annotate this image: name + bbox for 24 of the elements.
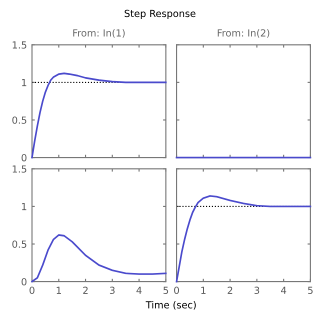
y-tick-label: 0 xyxy=(22,278,26,286)
y-tick-label: 1.5 xyxy=(12,41,26,49)
y-tick-label: 1 xyxy=(22,203,26,210)
x-tick-label: 1 xyxy=(56,286,61,294)
x-tick-label: 5 xyxy=(308,286,313,294)
x-tick-label: 3 xyxy=(110,286,115,294)
x-tick-label: 4 xyxy=(281,286,286,294)
chart-title: From: In(2) xyxy=(218,29,270,38)
y-tick-label: 0.5 xyxy=(12,240,26,248)
y-tick-label: 1 xyxy=(22,78,26,86)
x-tick-label: 0 xyxy=(174,286,179,294)
x-tick-label: 3 xyxy=(254,286,260,294)
x-axis-title: Time (sec) xyxy=(146,300,196,310)
x-tick-label: 4 xyxy=(136,286,142,294)
y-tick-label: 1.5 xyxy=(12,165,26,173)
x-tick-label: 2 xyxy=(228,286,232,294)
y-tick-label: 0.5 xyxy=(12,116,26,124)
x-tick-label: 5 xyxy=(164,286,168,294)
x-tick-label: 0 xyxy=(30,286,34,294)
x-tick-label: 2 xyxy=(83,286,88,294)
x-tick-label: 1 xyxy=(201,286,206,294)
text: Step Response xyxy=(124,10,196,20)
y-tick-label: 0 xyxy=(22,154,26,162)
chart-title: From: In(1) xyxy=(73,29,125,38)
